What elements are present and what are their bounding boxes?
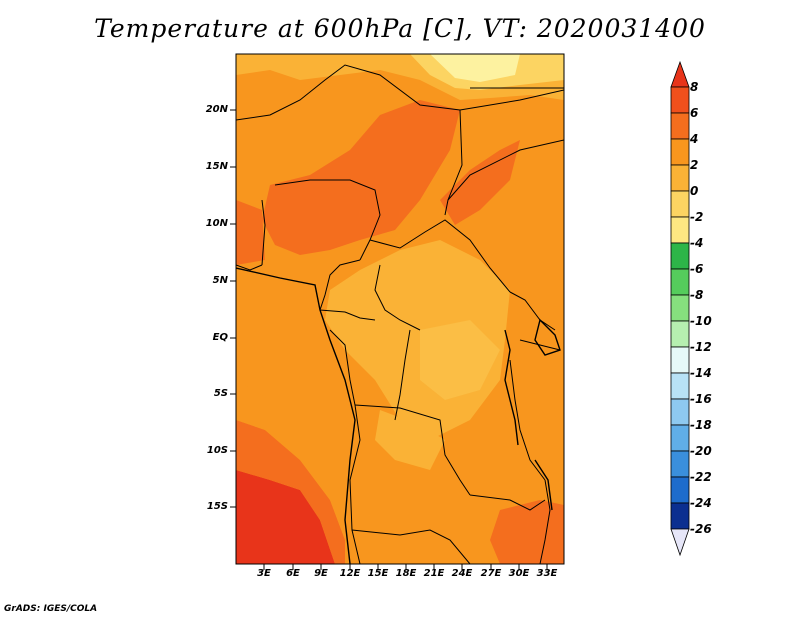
field-se-hot	[490, 500, 564, 564]
lake-victoria	[534, 318, 561, 356]
colorbar-swatch	[670, 112, 690, 140]
x-tick-label: 6E	[286, 568, 300, 579]
y-tick-label: 15N	[205, 161, 228, 172]
colorbar-swatch	[670, 242, 690, 270]
border-gabon-n	[319, 309, 376, 321]
colorbar-swatch	[670, 216, 690, 244]
colorbar-swatch	[670, 372, 690, 400]
field-basin-mild	[325, 240, 510, 440]
border-angola-w	[349, 404, 361, 564]
colorbar-label: -4	[690, 236, 704, 250]
lake-malawi	[534, 459, 553, 511]
border-congo	[329, 329, 356, 406]
border-mozambique	[539, 479, 551, 564]
colorbar-label: -10	[690, 314, 712, 328]
colorbar-swatch	[670, 138, 690, 166]
border-zambia	[469, 494, 546, 511]
border-sudan-s	[509, 291, 556, 331]
y-tick-label: 15S	[206, 501, 228, 512]
colorbar-label: -24	[690, 496, 712, 510]
colorbar-label: -2	[690, 210, 704, 224]
lake-tanganyika	[504, 329, 519, 446]
x-tick-label: 3E	[257, 568, 271, 579]
border-tanzania	[509, 359, 546, 481]
coastlines	[236, 267, 561, 564]
colorbar-swatch	[670, 476, 690, 504]
coast-atlantic	[236, 267, 356, 564]
colorbar-swatch	[670, 424, 690, 452]
colorbar-label: -26	[690, 522, 712, 536]
country-borders	[236, 64, 564, 564]
temperature-field	[236, 54, 564, 564]
border-uganda	[519, 339, 561, 351]
field-chad-hot	[440, 140, 520, 225]
border-namibia	[351, 529, 471, 564]
border-chad	[444, 109, 463, 216]
x-tick-label: 27E	[480, 568, 502, 579]
tick-marks	[230, 109, 548, 570]
x-tick-label: 15E	[367, 568, 389, 579]
colorbar-swatch	[670, 294, 690, 322]
colorbar-swatch	[670, 164, 690, 192]
y-tick-label: 20N	[205, 104, 228, 115]
y-tick-label: 10S	[206, 445, 228, 456]
colorbar-swatch	[670, 190, 690, 218]
field-sw-hottest	[236, 470, 335, 564]
colorbar-label: -20	[690, 444, 712, 458]
colorbar-top-arrow	[670, 60, 690, 88]
border-cameroon-e	[374, 264, 421, 331]
colorbar-swatch	[670, 346, 690, 374]
colorbar	[670, 60, 690, 557]
colorbar-label: -8	[690, 288, 704, 302]
map-title: Temperature at 600hPa [C], VT: 202003140…	[94, 14, 706, 43]
border-sudan	[447, 139, 564, 201]
colorbar-label: -12	[690, 340, 712, 354]
credit-text: GrADS: IGES/COLA	[4, 604, 98, 614]
border-coast-w	[236, 264, 263, 271]
colorbar-label: 2	[690, 158, 699, 172]
x-tick-label: 24E	[451, 568, 473, 579]
y-tick-label: 10N	[205, 218, 228, 229]
map-frame	[235, 53, 565, 565]
colorbar-bottom-arrow	[670, 528, 690, 557]
colorbar-label: -6	[690, 262, 704, 276]
colorbar-label: 6	[690, 106, 699, 120]
y-tick-label: EQ	[212, 332, 228, 343]
colorbar-swatch	[670, 86, 690, 114]
border-angola	[354, 404, 471, 496]
colorbar-label: -16	[690, 392, 712, 406]
x-tick-label: 30E	[508, 568, 530, 579]
y-tick-label: 5S	[213, 388, 228, 399]
border-north	[236, 64, 461, 121]
colorbar-label: 8	[690, 80, 699, 94]
border-cameroon-w	[319, 259, 361, 311]
field-north-cool	[430, 54, 520, 82]
border-car	[369, 219, 511, 293]
x-tick-label: 33E	[536, 568, 558, 579]
field-basin-south	[375, 410, 445, 470]
colorbar-label: -18	[690, 418, 712, 432]
x-tick-label: 12E	[339, 568, 361, 579]
colorbar-label: -14	[690, 366, 712, 380]
colorbar-swatch	[670, 398, 690, 426]
border-north-east	[459, 89, 564, 111]
colorbar-swatch	[670, 502, 690, 530]
colorbar-label: -22	[690, 470, 712, 484]
field-sahel-hot	[262, 100, 460, 255]
field-sw-hot	[236, 420, 345, 564]
colorbar-swatch	[670, 450, 690, 478]
y-tick-label: 5N	[212, 275, 228, 286]
colorbar-label: 4	[690, 132, 699, 146]
field-west-hot	[236, 200, 265, 265]
colorbar-swatch	[670, 268, 690, 296]
x-tick-label: 9E	[314, 568, 328, 579]
colorbar-label: 0	[690, 184, 699, 198]
x-tick-label: 18E	[395, 568, 417, 579]
x-tick-label: 21E	[423, 568, 445, 579]
border-benin	[261, 199, 266, 266]
field-sw-warm	[236, 380, 355, 540]
field-basin-light	[420, 320, 500, 400]
colorbar-swatch	[670, 320, 690, 348]
